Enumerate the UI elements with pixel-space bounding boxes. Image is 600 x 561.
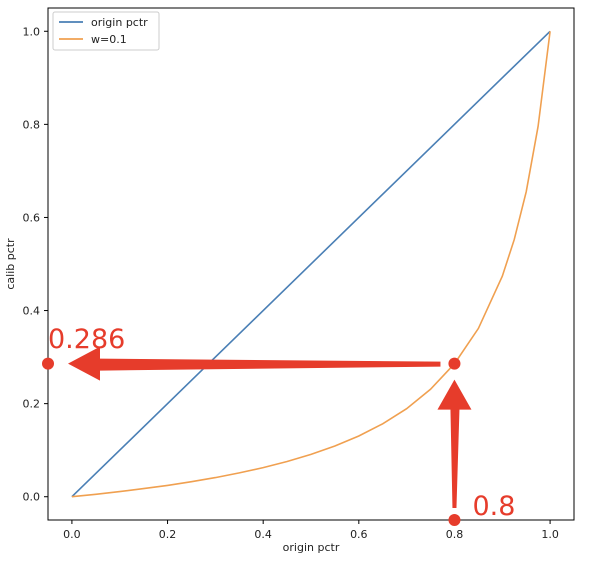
y-tick-label: 0.0	[23, 491, 41, 504]
y-tick-label: 1.0	[23, 25, 41, 38]
x-value-marker	[448, 514, 461, 526]
x-tick-label: 0.2	[159, 528, 177, 541]
legend-entry: origin pctr	[91, 16, 148, 29]
y-tick-label: 0.2	[23, 398, 41, 411]
y-value-marker	[42, 357, 54, 370]
highlight-point-marker	[448, 357, 461, 370]
y-tick-label: 0.6	[23, 211, 41, 224]
plot-frame	[47, 7, 575, 521]
legend-entry: w=0.1	[91, 33, 127, 46]
annotation-y-value: 0.286	[48, 324, 125, 355]
y-tick-label: 0.8	[23, 118, 41, 131]
y-tick-label: 0.4	[23, 305, 41, 318]
x-tick-label: 0.8	[446, 528, 464, 541]
annotation-x-value: 0.8	[472, 491, 515, 522]
horizontal-arrow	[68, 346, 441, 381]
x-tick-label: 0.0	[63, 528, 81, 541]
x-tick-label: 0.4	[254, 528, 272, 541]
x-tick-label: 1.0	[541, 528, 559, 541]
x-axis-label: origin pctr	[283, 541, 340, 554]
y-axis-label: calib pctr	[4, 238, 17, 290]
series-line-w-0-1	[71, 31, 551, 498]
x-tick-label: 0.6	[350, 528, 368, 541]
series-line-origin-pctr	[71, 30, 551, 498]
vertical-arrow	[437, 379, 472, 508]
